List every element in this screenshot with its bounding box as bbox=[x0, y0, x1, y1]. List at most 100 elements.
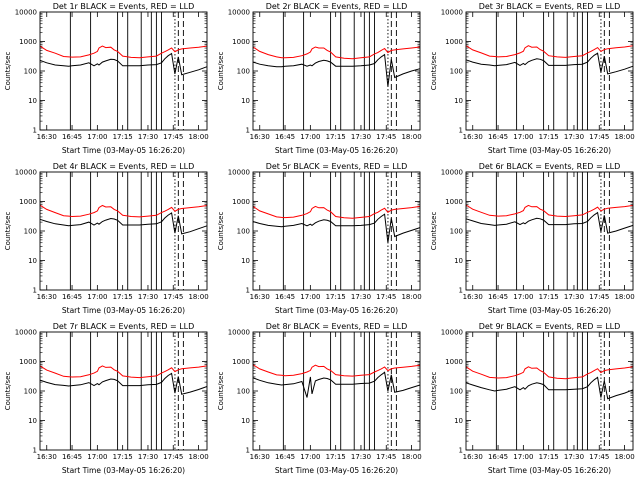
series-red-lld bbox=[252, 46, 421, 60]
series-black-events bbox=[252, 371, 421, 398]
y-tick-label: 10000 bbox=[441, 9, 463, 17]
x-tick-label: 17:00 bbox=[300, 133, 320, 141]
x-tick-label: 16:30 bbox=[37, 293, 57, 301]
x-tick-label: 17:45 bbox=[589, 453, 609, 461]
plot-frame bbox=[252, 331, 421, 451]
x-tick-label: 17:45 bbox=[376, 133, 396, 141]
x-axis-label: Start Time (03-May-05 16:26:20) bbox=[488, 306, 611, 315]
x-axis-label: Start Time (03-May-05 16:26:20) bbox=[275, 306, 398, 315]
y-axis-label: Counts/sec bbox=[430, 372, 438, 411]
x-tick-label: 17:00 bbox=[87, 133, 107, 141]
plot-frame bbox=[252, 171, 421, 291]
y-tick-label: 100 bbox=[450, 388, 463, 396]
y-tick-label: 1000 bbox=[232, 198, 250, 206]
series-black-events bbox=[39, 52, 208, 76]
y-axis-label: Counts/sec bbox=[217, 52, 225, 91]
chart-title: Det 2r BLACK = Events, RED = LLD bbox=[266, 2, 408, 11]
x-tick-label: 17:45 bbox=[163, 293, 183, 301]
x-tick-label: 16:45 bbox=[62, 133, 82, 141]
x-tick-label: 18:00 bbox=[401, 133, 421, 141]
x-axis-label: Start Time (03-May-05 16:26:20) bbox=[488, 146, 611, 155]
y-tick-label: 10000 bbox=[228, 169, 250, 177]
series-red-lld bbox=[465, 45, 634, 58]
chart-title: Det 1r BLACK = Events, RED = LLD bbox=[53, 2, 195, 11]
y-tick-label: 10000 bbox=[441, 329, 463, 337]
series-red-lld bbox=[39, 45, 208, 59]
x-axis-label: Start Time (03-May-05 16:26:20) bbox=[275, 466, 398, 475]
x-tick-label: 17:45 bbox=[589, 293, 609, 301]
x-tick-label: 16:45 bbox=[62, 293, 82, 301]
x-tick-label: 17:00 bbox=[87, 293, 107, 301]
x-tick-label: 16:30 bbox=[463, 453, 483, 461]
series-black-events bbox=[39, 212, 208, 235]
x-tick-label: 16:30 bbox=[250, 293, 270, 301]
y-tick-label: 1000 bbox=[19, 38, 37, 46]
x-tick-label: 17:00 bbox=[87, 453, 107, 461]
y-tick-label: 1 bbox=[459, 287, 463, 295]
series-red-lld bbox=[39, 204, 208, 218]
y-tick-label: 1 bbox=[246, 127, 250, 135]
series-black-events bbox=[252, 53, 421, 87]
y-axis-label: Counts/sec bbox=[4, 372, 12, 411]
x-axis-label: Start Time (03-May-05 16:26:20) bbox=[275, 146, 398, 155]
x-tick-label: 16:30 bbox=[37, 453, 57, 461]
y-axis-label: Counts/sec bbox=[4, 212, 12, 251]
y-tick-label: 100 bbox=[450, 228, 463, 236]
x-tick-label: 17:45 bbox=[376, 293, 396, 301]
y-tick-label: 1000 bbox=[445, 358, 463, 366]
y-tick-label: 1000 bbox=[445, 198, 463, 206]
x-tick-label: 17:30 bbox=[138, 293, 158, 301]
plot-frame bbox=[39, 11, 208, 131]
x-tick-label: 18:00 bbox=[188, 293, 208, 301]
y-tick-label: 1 bbox=[33, 287, 37, 295]
y-tick-label: 1 bbox=[246, 447, 250, 455]
y-tick-label: 10000 bbox=[228, 9, 250, 17]
x-tick-label: 17:30 bbox=[351, 133, 371, 141]
x-tick-label: 17:30 bbox=[351, 293, 371, 301]
y-tick-label: 1000 bbox=[19, 358, 37, 366]
x-tick-label: 17:30 bbox=[564, 453, 584, 461]
x-tick-label: 17:30 bbox=[138, 133, 158, 141]
x-tick-label: 17:15 bbox=[113, 453, 133, 461]
y-tick-label: 100 bbox=[450, 68, 463, 76]
y-tick-label: 1000 bbox=[19, 198, 37, 206]
x-tick-label: 16:30 bbox=[463, 133, 483, 141]
y-tick-label: 10 bbox=[241, 417, 250, 425]
x-tick-label: 17:45 bbox=[589, 133, 609, 141]
x-axis-label: Start Time (03-May-05 16:26:20) bbox=[62, 146, 185, 155]
y-tick-label: 10 bbox=[454, 97, 463, 105]
y-tick-label: 10000 bbox=[441, 169, 463, 177]
series-red-lld bbox=[252, 364, 421, 377]
y-tick-label: 100 bbox=[24, 68, 37, 76]
chart-panel-2: Det 2r BLACK = Events, RED = LLD Counts/s… bbox=[217, 2, 422, 155]
y-tick-label: 1 bbox=[33, 447, 37, 455]
x-tick-label: 17:00 bbox=[513, 293, 533, 301]
y-tick-label: 10 bbox=[241, 97, 250, 105]
x-tick-label: 17:15 bbox=[539, 453, 559, 461]
y-tick-label: 100 bbox=[24, 228, 37, 236]
x-tick-label: 16:45 bbox=[275, 453, 295, 461]
x-axis-label: Start Time (03-May-05 16:26:20) bbox=[62, 466, 185, 475]
x-tick-label: 17:15 bbox=[113, 133, 133, 141]
x-tick-label: 17:45 bbox=[163, 133, 183, 141]
x-tick-label: 18:00 bbox=[401, 453, 421, 461]
x-tick-label: 18:00 bbox=[188, 453, 208, 461]
series-black-events bbox=[465, 376, 634, 400]
x-tick-label: 16:30 bbox=[37, 133, 57, 141]
x-tick-label: 16:30 bbox=[463, 293, 483, 301]
x-tick-label: 17:00 bbox=[300, 453, 320, 461]
y-tick-label: 1 bbox=[33, 127, 37, 135]
y-axis-label: Counts/sec bbox=[430, 52, 438, 91]
x-axis-label: Start Time (03-May-05 16:26:20) bbox=[488, 466, 611, 475]
chart-panel-5: Det 5r BLACK = Events, RED = LLD Counts/s… bbox=[217, 162, 422, 315]
x-tick-label: 18:00 bbox=[614, 133, 634, 141]
y-tick-label: 10000 bbox=[15, 329, 37, 337]
x-tick-label: 17:15 bbox=[539, 293, 559, 301]
y-tick-label: 1000 bbox=[232, 358, 250, 366]
x-tick-label: 16:45 bbox=[488, 293, 508, 301]
plot-frame bbox=[39, 331, 208, 451]
x-tick-label: 18:00 bbox=[614, 453, 634, 461]
plot-frame bbox=[252, 11, 421, 131]
series-red-lld bbox=[465, 204, 634, 218]
series-black-events bbox=[465, 211, 634, 234]
